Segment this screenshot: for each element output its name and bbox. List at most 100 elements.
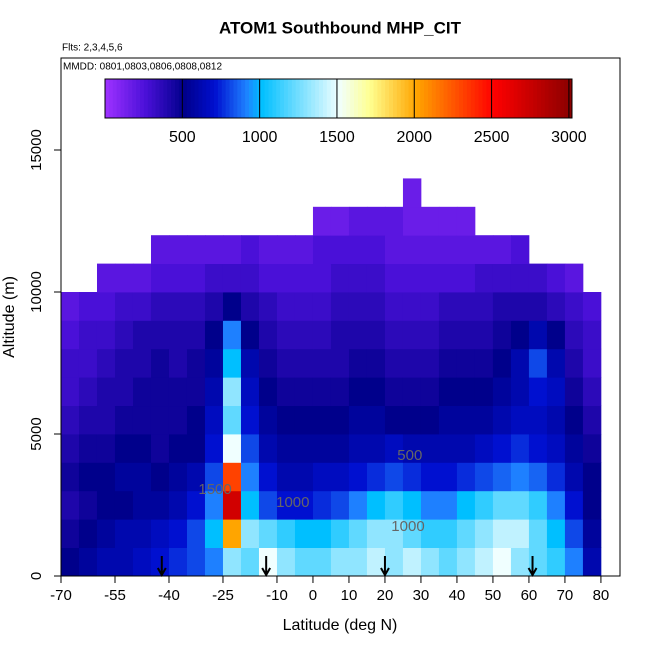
colorbar-swatch [498, 79, 503, 118]
heat-cell [276, 547, 296, 577]
heat-cell [132, 434, 152, 463]
heat-cell [384, 263, 404, 293]
colorbar-swatch [198, 79, 203, 118]
heat-cell [366, 405, 386, 435]
heat-cell [312, 490, 332, 520]
heat-cell [294, 462, 314, 492]
heat-cell [438, 434, 458, 463]
colorbar-swatch [552, 79, 557, 118]
heat-cell [456, 547, 476, 577]
heat-cell [240, 405, 260, 435]
heat-cell [474, 292, 494, 321]
heat-cell [492, 462, 512, 492]
heat-cell [510, 292, 530, 321]
heat-cell [402, 348, 422, 378]
heat-cell [366, 434, 386, 463]
heat-cell [546, 490, 566, 520]
heat-cell [330, 206, 350, 236]
heat-cell [312, 206, 332, 236]
heat-cell [258, 348, 278, 378]
heat-cell [492, 519, 512, 549]
colorbar-swatch [167, 79, 172, 118]
heat-cell [150, 405, 170, 435]
heat-cell [420, 320, 440, 350]
heat-cell [528, 490, 548, 520]
heat-cell [384, 462, 404, 492]
heat-cell [186, 490, 206, 520]
heat-cell [474, 547, 494, 577]
heat-cell [528, 348, 548, 378]
heat-cell [168, 490, 188, 520]
heat-cell [438, 292, 458, 321]
heat-cell [312, 462, 332, 492]
heat-cell [510, 462, 530, 492]
heat-cell [492, 235, 512, 265]
colorbar-swatch [439, 79, 445, 118]
heat-cell [312, 320, 332, 350]
colorbar-swatch [319, 79, 324, 118]
heat-cell [96, 434, 116, 463]
heat-cell [402, 292, 422, 321]
heat-cell [492, 292, 512, 321]
heat-cell [510, 348, 530, 378]
colorbar-swatch [517, 79, 522, 118]
colorbar-swatch [112, 79, 118, 118]
heat-cell [114, 547, 134, 577]
heat-cell [150, 434, 170, 463]
heat-cell [61, 462, 80, 492]
heat-cell [312, 348, 332, 378]
heat-cell [492, 263, 512, 293]
colorbar-swatch [171, 79, 176, 118]
x-tick-label: -40 [158, 587, 180, 604]
heat-cell [348, 405, 368, 435]
heat-cell [276, 405, 296, 435]
heat-cell [294, 547, 314, 577]
heat-cell [294, 348, 314, 378]
heat-cell [276, 235, 296, 265]
colorbar-swatch [140, 79, 145, 118]
colorbar-swatch [264, 79, 269, 118]
heat-cell [402, 320, 422, 350]
heat-cell [546, 405, 566, 435]
x-axis-label: Latitude (deg N) [283, 617, 398, 634]
heat-cell [294, 320, 314, 350]
colorbar-swatch [400, 79, 406, 118]
heat-cell [168, 547, 188, 577]
heat-cell [456, 377, 476, 407]
colorbar-swatch [143, 79, 149, 118]
heat-cell [222, 348, 242, 378]
colorbar-swatch [556, 79, 561, 118]
y-tick-label: 10000 [28, 271, 45, 313]
heat-cell [546, 547, 566, 577]
heat-cell [312, 519, 332, 549]
heat-cell [222, 292, 242, 321]
heat-cell [564, 377, 584, 407]
heat-cell [420, 263, 440, 293]
heat-cell [240, 235, 260, 265]
heat-cell [510, 320, 530, 350]
heat-cell [204, 434, 224, 463]
heat-cell [474, 405, 494, 435]
heat-cell [384, 547, 404, 577]
heat-cell [366, 292, 386, 321]
colorbar-swatch [326, 79, 332, 118]
colorbar-swatch [241, 79, 246, 118]
heat-cell [528, 377, 548, 407]
heat-cell [222, 235, 242, 265]
colorbar-swatch [280, 79, 285, 118]
heat-cell [114, 434, 134, 463]
heat-cell [168, 235, 188, 265]
colorbar-swatch [431, 79, 437, 118]
heat-cell [474, 320, 494, 350]
heat-cell [78, 462, 98, 492]
colorbar-swatch [466, 79, 472, 118]
heat-cell [438, 405, 458, 435]
colorbar-swatch [252, 79, 258, 118]
heat-cell [474, 434, 494, 463]
colorbar-swatch [330, 79, 336, 118]
heat-cell [546, 519, 566, 549]
heat-cell [204, 377, 224, 407]
heat-cell [582, 547, 602, 577]
flight-marker [527, 556, 538, 578]
heat-cell [258, 405, 278, 435]
